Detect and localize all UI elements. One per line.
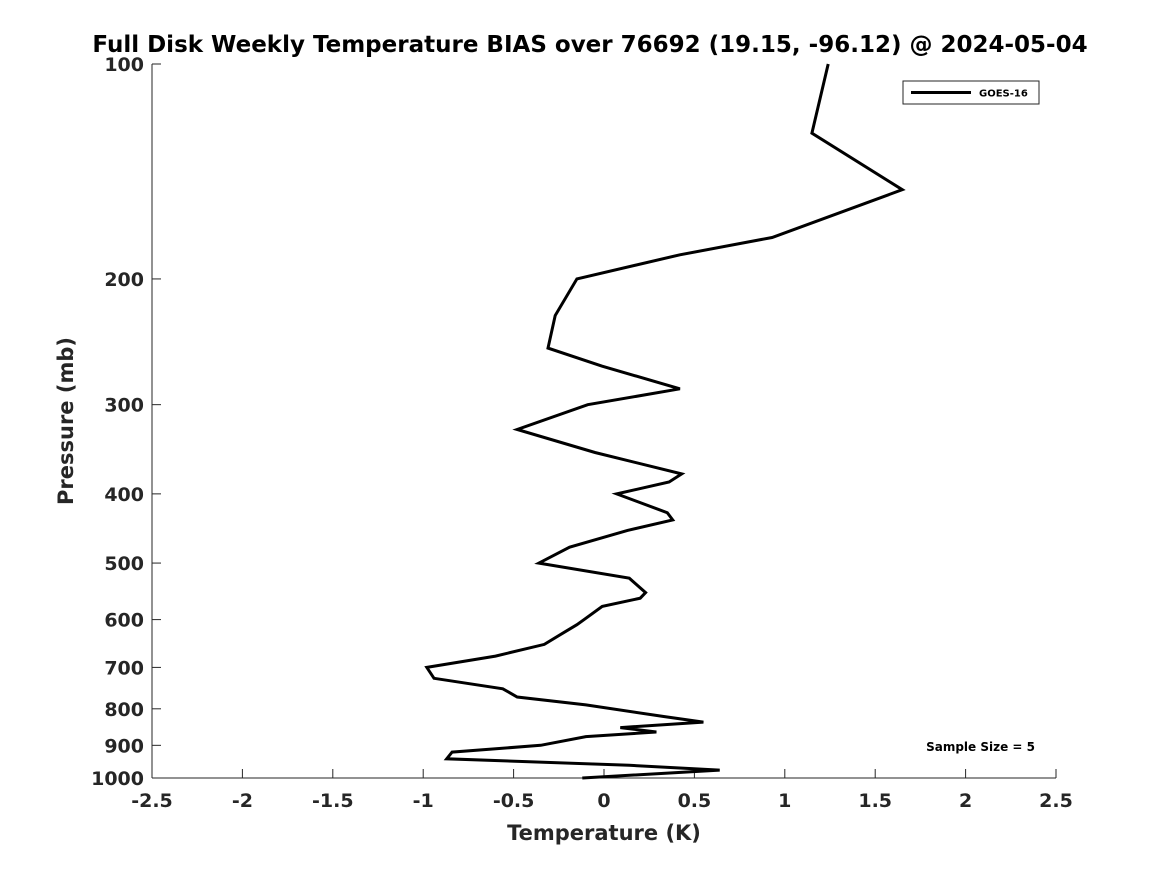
y-tick-label: 600: [104, 610, 144, 632]
y-tick-label: 800: [104, 699, 144, 721]
x-tick-label: -2: [232, 790, 253, 812]
chart-title: Full Disk Weekly Temperature BIAS over 7…: [92, 32, 1087, 58]
series-line-goes-16: [424, 63, 906, 780]
sample-size-annotation: Sample Size = 5: [926, 740, 1035, 754]
legend-label-goes-16: GOES-16: [979, 89, 1028, 100]
y-tick-label: 300: [104, 395, 144, 417]
y-tick-label: 200: [104, 269, 144, 291]
y-tick-label: 900: [104, 735, 144, 757]
y-tick-label: 100: [104, 54, 144, 76]
series-layer: [424, 63, 906, 780]
x-axis-ticks: -2.5 -2 -1.5 -1 -0.5 0 0.5 1 1.5 2 2.5: [131, 769, 1073, 812]
x-tick-label: -0.5: [493, 790, 535, 812]
x-tick-label: 1: [778, 790, 791, 812]
x-tick-label: 2.5: [1039, 790, 1073, 812]
y-tick-label: 500: [104, 553, 144, 575]
y-tick-label: 700: [104, 657, 144, 679]
x-tick-label: 0: [597, 790, 610, 812]
y-axis-ticks: 100 200 300 400 500 600 700 800 900 1000: [91, 54, 161, 790]
y-tick-label: 400: [104, 484, 144, 506]
x-tick-label: -1: [413, 790, 434, 812]
x-tick-label: 0.5: [678, 790, 712, 812]
x-tick-label: 1.5: [858, 790, 892, 812]
legend: GOES-16: [902, 80, 1040, 105]
x-tick-label: 2: [959, 790, 972, 812]
x-tick-label: -2.5: [131, 790, 173, 812]
x-tick-label: -1.5: [312, 790, 354, 812]
x-axis-label: Temperature (K): [507, 821, 701, 845]
y-tick-label: 1000: [91, 768, 144, 790]
y-axis-label: Pressure (mb): [54, 337, 78, 505]
